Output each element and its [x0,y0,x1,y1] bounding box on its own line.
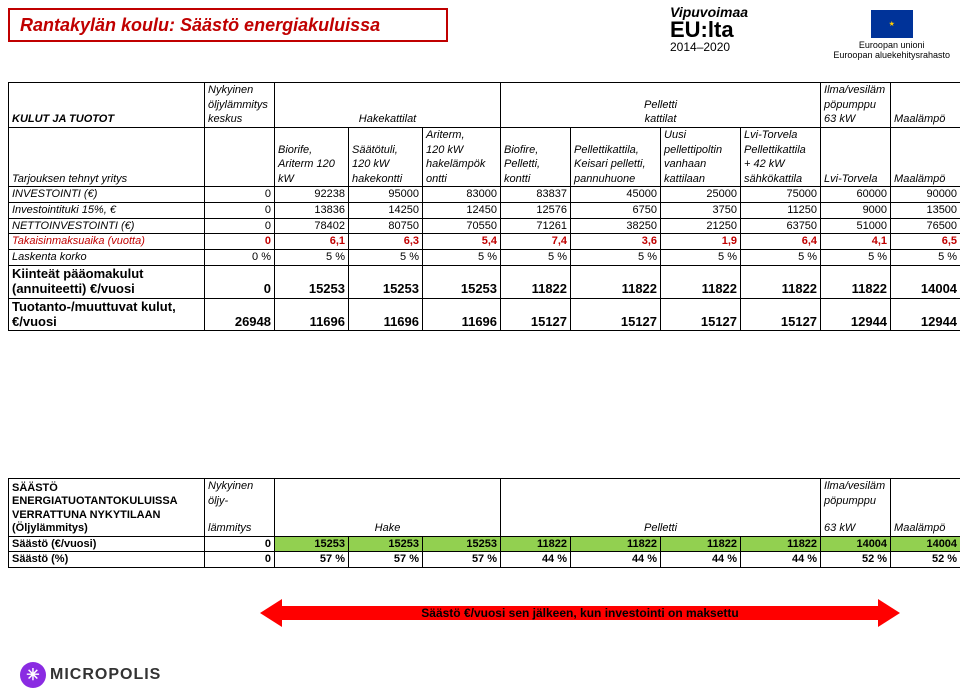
arrow-callout: Säästö €/vuosi sen jälkeen, kun investoi… [260,600,900,628]
c2c: kW [275,172,349,187]
table-row: Investointituki 15%, € 01383614250124501… [9,203,960,219]
table-row-bold: Kiinteät pääomakulut (annuiteetti) €/vuo… [9,265,960,298]
sec-hdr-b: VERRATTUNA NYKYTILAAN (Öljylämmitys) [9,508,205,536]
hdr-keskus: keskus [205,112,275,127]
c6c: pannuhuone [571,172,661,187]
eu-flag-label: Euroopan unioni [859,40,925,50]
eu-years: 2014–2020 [670,40,730,54]
c3a: Säätötuli, [349,143,423,158]
c10: Maalämpö [891,127,960,187]
c4c: hakelämpök [423,157,501,172]
c4d: ontti [423,172,501,187]
c9: Lvi-Torvela [821,127,891,187]
sec-oljy: öljy- [205,494,275,509]
table-row-red: Takaisinmaksuaika (vuotta) 06,16,35,47,4… [9,234,960,250]
table-row: Säästö (%) 057 %57 %57 %44 %44 %44 %44 %… [9,552,960,568]
sec-nykyinen: Nykyinen [205,479,275,494]
page-title: Rantakylän koulu: Säästö energiakuluissa [8,8,448,42]
c2b: Ariterm 120 [275,157,349,172]
c5c: kontti [501,172,571,187]
eu-flag-block: Euroopan unioni Euroopan aluekehitysraha… [833,10,950,60]
logo-icon: ✳ [20,662,46,688]
hdr-maalampo: Maalämpö [891,83,960,128]
c7a: Uusi [661,127,741,142]
sec-maalampo: Maalämpö [891,479,960,537]
c7d: kattilaan [661,172,741,187]
sec-63kw: 63 kW [821,508,891,536]
hdr-kattilat: kattilat [501,112,821,127]
c7c: vanhaan [661,157,741,172]
footer-logo: ✳ MICROPOLIS [20,662,161,688]
sec-hdr-a: SÄÄSTÖ ENERGIATUOTANTOKULUISSA [9,479,205,509]
logo-text: MICROPOLIS [50,666,161,684]
main-cost-table: KULUT JA TUOTOT Nykyinen Pelletti Ilma/v… [8,82,960,331]
sec-ilma: Ilma/vesiläm [821,479,891,494]
c8a: Lvi-Torvela [741,127,821,142]
sec-pelletti: Pelletti [501,479,821,537]
eu-flag-label2: Euroopan aluekehitysrahasto [833,50,950,60]
hdr-tarjouksen: Tarjouksen tehnyt yritys [9,127,205,187]
sec-lammitys: lämmitys [205,508,275,536]
c6b: Keisari pelletti, [571,157,661,172]
c4b: 120 kW [423,143,501,158]
hdr-oljy: öljylämmitys [205,98,275,113]
c3c: hakekontti [349,172,423,187]
c8c: + 42 kW [741,157,821,172]
eu-flag-icon [871,10,913,38]
table-row: Laskenta korko 0 %5 %5 %5 %5 %5 %5 %5 %5… [9,250,960,266]
eu-main: EU:lta [670,20,734,40]
c8d: sähkökattila [741,172,821,187]
c7b: pellettipoltin [661,143,741,158]
hdr-popumppu: pöpumppu [821,98,891,113]
sec-popumppu: pöpumppu [821,494,891,509]
hdr-hakekattilat: Hakekattilat [275,112,501,127]
c4a: Ariterm, [423,127,501,142]
savings-table: SÄÄSTÖ ENERGIATUOTANTOKULUISSA Nykyinen … [8,478,960,568]
arrow-right-icon [878,599,900,627]
c8b: Pellettikattila [741,143,821,158]
hdr-nykyinen: Nykyinen [205,83,275,98]
table-row: NETTOINVESTOINTI (€) 0784028075070550712… [9,218,960,234]
sec-hake: Hake [275,479,501,537]
table-row-bold: Tuotanto-/muuttuvat kulut, €/vuosi 26948… [9,298,960,331]
table-row: INVESTOINTI (€) 092238950008300083837450… [9,187,960,203]
arrow-label: Säästö €/vuosi sen jälkeen, kun investoi… [280,606,880,620]
arrow-left-icon [260,599,282,627]
hdr-ilma: Ilma/vesiläm [821,83,891,98]
c3b: 120 kW [349,157,423,172]
hdr-63kw: 63 kW [821,112,891,127]
table-row: Säästö (€/vuosi) 01525315253152531182211… [9,536,960,552]
hdr-pelletti: Pelletti [501,83,821,113]
eu-logo-block: Vipuvoimaa EU:lta 2014–2020 Euroopan uni… [670,4,950,72]
c5b: Pelletti, [501,157,571,172]
header-kulut: KULUT JA TUOTOT [9,83,205,128]
c6a: Pellettikattila, [571,143,661,158]
c5a: Biofire, [501,143,571,158]
c2a: Biorife, [275,143,349,158]
